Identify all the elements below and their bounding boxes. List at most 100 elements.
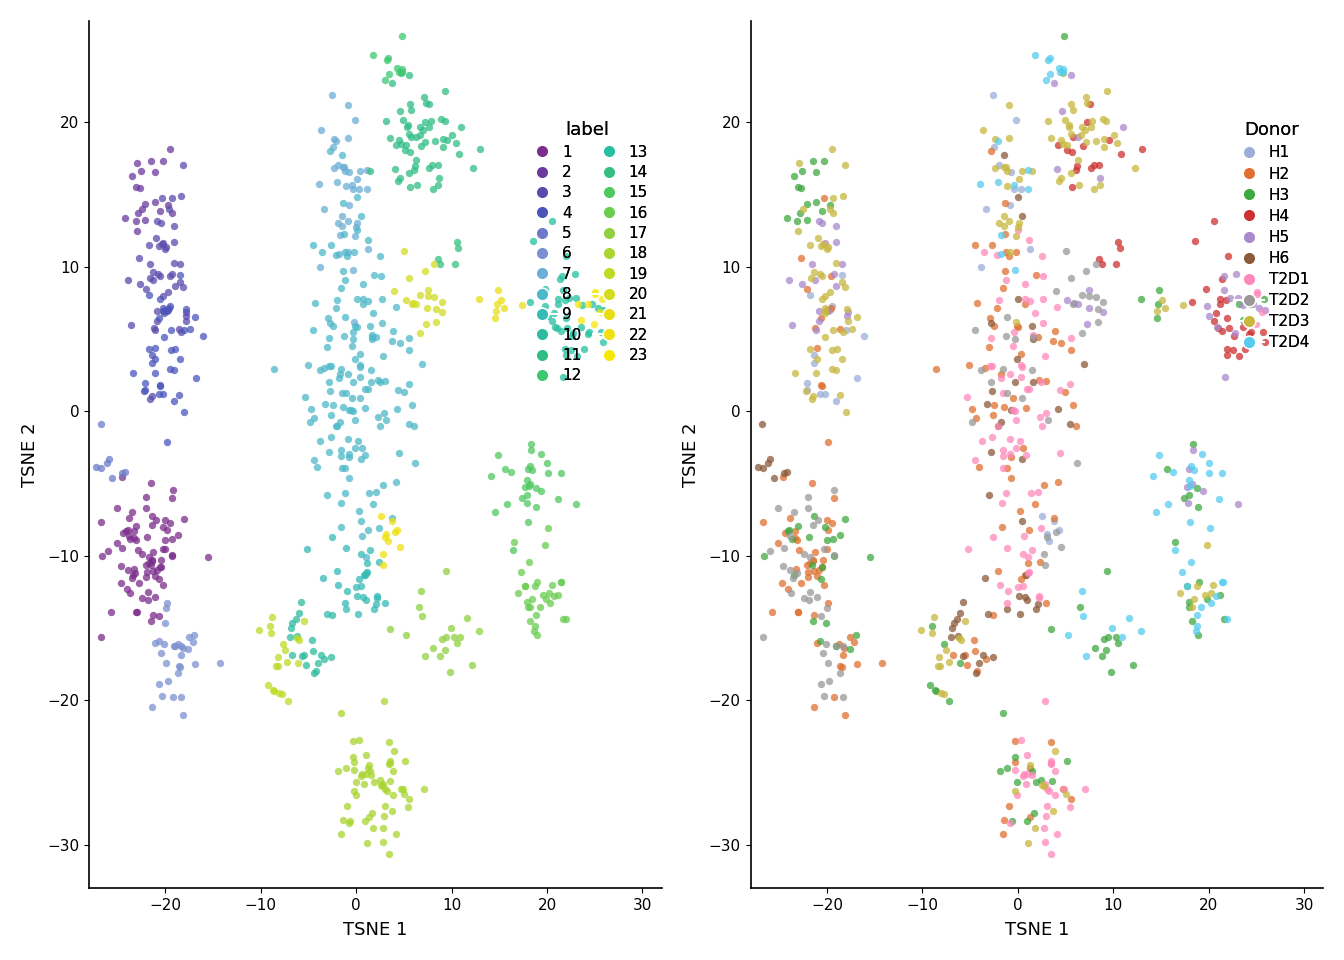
- Point: [355, 748, 376, 763]
- Point: [992, 706, 1013, 721]
- Point: [124, 562, 145, 577]
- Point: [356, 835, 378, 851]
- Point: [1019, 381, 1040, 396]
- Point: [813, 191, 835, 206]
- Point: [763, 470, 785, 486]
- Point: [859, 549, 880, 564]
- Point: [816, 636, 837, 652]
- Point: [1047, 401, 1068, 417]
- Point: [98, 451, 120, 467]
- Point: [368, 520, 390, 536]
- Point: [134, 281, 156, 297]
- Point: [349, 208, 371, 224]
- Point: [1016, 381, 1038, 396]
- Point: [1089, 178, 1110, 193]
- Point: [1048, 173, 1070, 188]
- Point: [964, 643, 985, 659]
- Point: [1028, 590, 1050, 606]
- Point: [382, 803, 403, 818]
- Point: [952, 594, 973, 610]
- Point: [524, 618, 546, 634]
- Point: [372, 557, 394, 572]
- Point: [351, 441, 372, 456]
- Point: [1024, 496, 1046, 512]
- Point: [1044, 763, 1066, 779]
- Point: [332, 218, 353, 233]
- Point: [331, 386, 352, 401]
- Point: [1095, 84, 1117, 99]
- Point: [974, 651, 996, 666]
- Point: [1051, 335, 1073, 350]
- Point: [992, 519, 1013, 535]
- Point: [577, 326, 598, 342]
- Point: [996, 595, 1017, 611]
- Point: [1249, 300, 1270, 316]
- Point: [134, 383, 156, 398]
- Point: [304, 410, 325, 425]
- Point: [300, 401, 321, 417]
- Point: [266, 658, 288, 673]
- Point: [1034, 779, 1055, 794]
- Point: [972, 647, 993, 662]
- Point: [370, 778, 391, 793]
- Point: [802, 553, 824, 568]
- Point: [355, 767, 376, 782]
- Point: [996, 163, 1017, 179]
- Point: [812, 291, 833, 306]
- Point: [337, 248, 359, 263]
- Point: [950, 605, 972, 620]
- Point: [138, 237, 160, 252]
- Point: [796, 196, 817, 211]
- Point: [778, 272, 800, 287]
- Point: [344, 228, 366, 244]
- Point: [337, 197, 359, 212]
- Point: [379, 621, 401, 636]
- Point: [339, 402, 360, 418]
- Point: [593, 334, 614, 349]
- Point: [169, 267, 191, 282]
- Point: [1038, 53, 1059, 68]
- Point: [172, 640, 194, 656]
- Point: [329, 414, 351, 429]
- Point: [1203, 313, 1224, 328]
- Point: [581, 297, 602, 312]
- Point: [997, 760, 1019, 776]
- Point: [356, 381, 378, 396]
- Point: [351, 768, 372, 783]
- Point: [571, 298, 593, 313]
- Point: [539, 585, 560, 600]
- Point: [839, 641, 860, 657]
- Point: [790, 251, 812, 266]
- Point: [348, 181, 370, 197]
- Point: [825, 234, 847, 250]
- Point: [168, 527, 190, 542]
- Point: [804, 544, 825, 560]
- Point: [1019, 232, 1040, 248]
- Point: [1211, 324, 1232, 339]
- Point: [1183, 591, 1204, 607]
- Point: [353, 566, 375, 582]
- Point: [319, 143, 340, 158]
- Point: [996, 244, 1017, 259]
- Point: [398, 791, 419, 806]
- Point: [437, 132, 458, 148]
- Point: [122, 504, 144, 519]
- Point: [543, 305, 564, 321]
- Point: [1039, 50, 1060, 65]
- Point: [375, 530, 396, 545]
- Point: [810, 311, 832, 326]
- Point: [816, 533, 837, 548]
- Point: [1090, 170, 1111, 185]
- Point: [829, 659, 851, 674]
- Point: [957, 658, 978, 673]
- Point: [358, 293, 379, 308]
- Point: [137, 592, 159, 608]
- Point: [485, 303, 507, 319]
- Point: [142, 564, 164, 579]
- Point: [988, 564, 1009, 579]
- Point: [151, 646, 172, 661]
- Point: [999, 245, 1020, 260]
- Point: [1149, 283, 1171, 299]
- Point: [958, 357, 980, 372]
- Point: [1163, 465, 1184, 480]
